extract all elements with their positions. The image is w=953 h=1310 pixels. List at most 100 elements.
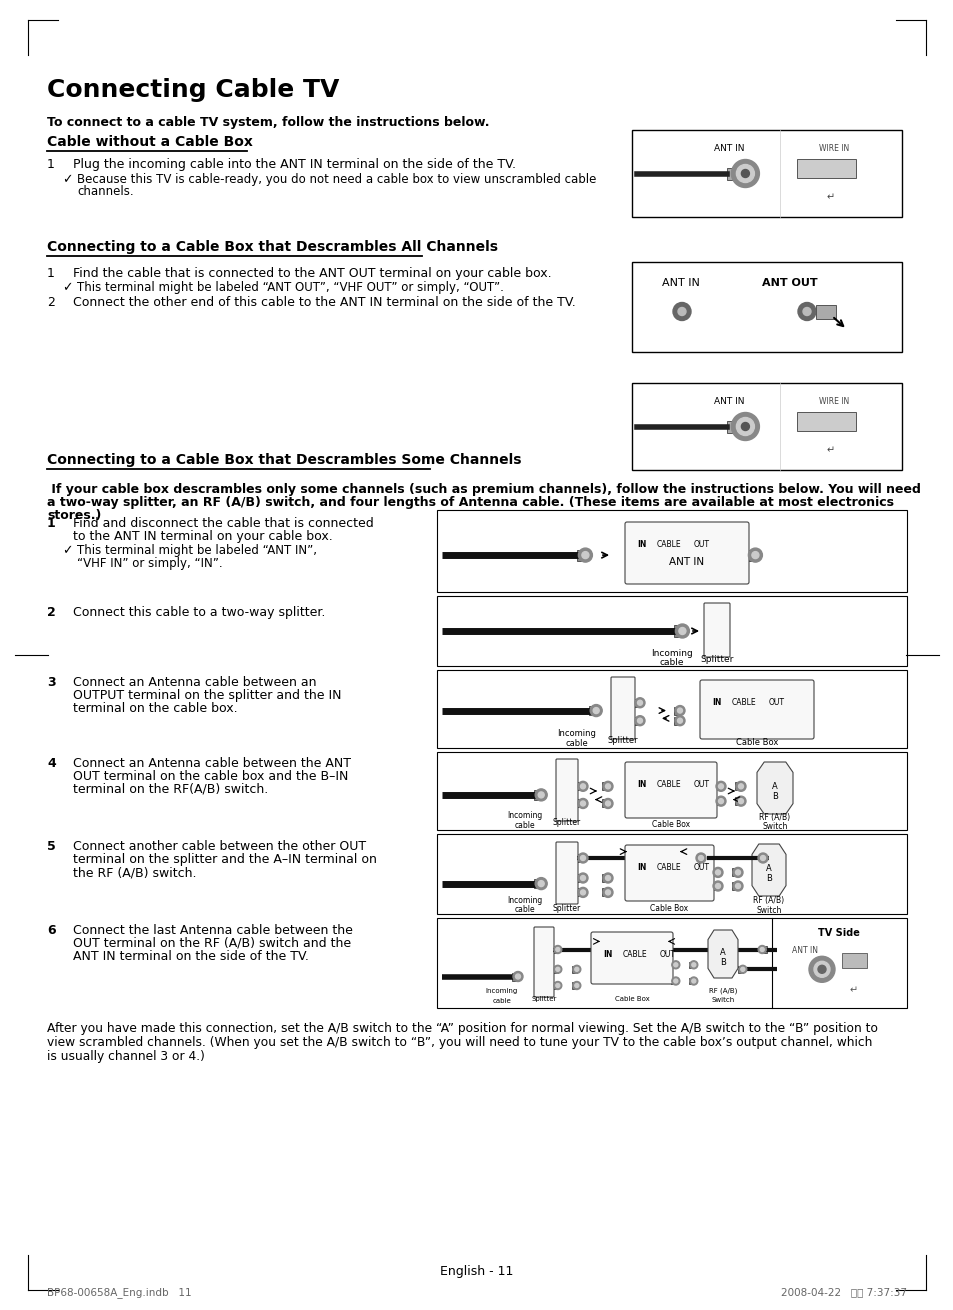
Bar [577,874,582,882]
Text: A: A [765,863,771,872]
Circle shape [556,967,559,971]
Circle shape [675,624,689,638]
Text: channels.: channels. [77,185,133,198]
Text: ANT OUT: ANT OUT [761,278,817,288]
Text: Incoming: Incoming [485,988,517,994]
Text: Incoming: Incoming [557,728,596,738]
Text: Cable Box: Cable Box [651,820,689,829]
Text: WIRE IN: WIRE IN [819,397,849,406]
Circle shape [590,705,601,717]
Text: Find and disconnect the cable that is connected: Find and disconnect the cable that is co… [73,517,374,531]
Bar [711,869,718,876]
Text: ✓: ✓ [62,173,72,186]
Text: Cable Box: Cable Box [735,738,778,747]
Text: This terminal might be labeled “ANT OUT”, “VHF OUT” or simply, “OUT”.: This terminal might be labeled “ANT OUT”… [77,282,503,293]
Circle shape [698,855,702,861]
Text: Plug the incoming cable into the ANT IN terminal on the side of the TV.: Plug the incoming cable into the ANT IN … [73,159,516,172]
Circle shape [579,800,585,806]
Circle shape [735,796,745,806]
Circle shape [578,887,587,897]
Circle shape [554,981,561,989]
Circle shape [732,867,742,878]
Text: Incoming: Incoming [507,811,542,820]
Circle shape [602,799,613,808]
Text: is usually channel 3 or 4.): is usually channel 3 or 4.) [47,1051,205,1062]
Text: view scrambled channels. (When you set the A/B switch to “B”, you will need to t: view scrambled channels. (When you set t… [47,1036,871,1049]
Circle shape [712,882,722,891]
Bar [734,798,740,806]
Bar [634,698,639,707]
Circle shape [635,698,644,707]
Text: 1: 1 [47,517,55,531]
Text: A: A [771,782,777,791]
Bar [436,669,906,748]
Bar [436,834,906,914]
Circle shape [731,160,759,187]
Bar [714,782,720,790]
Bar [631,262,901,352]
Bar [572,982,577,989]
Circle shape [605,783,610,789]
Circle shape [579,855,585,861]
Circle shape [605,889,610,895]
Circle shape [696,853,705,863]
Text: cable: cable [515,820,535,829]
Text: OUT: OUT [768,698,784,707]
Circle shape [691,979,695,982]
Text: BP68-00658A_Eng.indb   11: BP68-00658A_Eng.indb 11 [47,1286,192,1298]
Text: OUT: OUT [693,779,709,789]
Circle shape [593,707,598,714]
Text: CABLE: CABLE [731,698,756,707]
Circle shape [740,423,749,431]
Text: 1: 1 [47,159,55,172]
Text: IN: IN [602,950,612,959]
Circle shape [635,715,644,726]
Bar [734,782,740,790]
FancyBboxPatch shape [703,603,729,658]
Circle shape [602,781,613,791]
Circle shape [817,965,825,973]
Text: terminal on the splitter and the A–IN terminal on: terminal on the splitter and the A–IN te… [73,853,376,866]
Circle shape [736,418,754,435]
Bar [762,854,768,862]
Circle shape [675,706,684,715]
FancyBboxPatch shape [700,680,813,739]
Text: IN: IN [711,698,720,707]
Circle shape [760,855,764,861]
Bar [534,879,540,888]
Text: ANT IN: ANT IN [669,557,704,567]
Bar [670,977,675,984]
Text: Connecting to a Cable Box that Descrambles All Channels: Connecting to a Cable Box that Descrambl… [47,240,497,254]
Text: Connect another cable between the other OUT: Connect another cable between the other … [73,840,366,853]
Bar [572,965,577,972]
Bar [673,625,681,637]
Bar [436,918,906,1007]
Circle shape [578,548,592,562]
Text: ↵: ↵ [825,193,834,203]
Bar [577,799,582,807]
Circle shape [738,799,742,803]
Circle shape [689,977,697,985]
Text: CABLE: CABLE [657,863,680,872]
Circle shape [572,965,580,973]
Circle shape [716,796,725,806]
Circle shape [679,627,685,634]
Bar [796,159,855,178]
Bar [601,874,607,882]
Circle shape [718,799,722,803]
Circle shape [535,789,547,800]
Circle shape [797,303,815,321]
Text: 2: 2 [47,296,55,309]
Text: Splitter: Splitter [700,655,733,664]
Circle shape [637,701,641,705]
Bar [815,304,835,318]
Text: the RF (A/B) switch.: the RF (A/B) switch. [73,866,196,879]
Text: Splitter: Splitter [553,904,580,913]
Text: ANT IN: ANT IN [661,278,700,288]
Bar [738,965,742,972]
Bar [436,752,906,831]
Circle shape [716,781,725,791]
Circle shape [578,872,587,883]
Circle shape [715,883,720,888]
Text: B: B [720,958,725,967]
